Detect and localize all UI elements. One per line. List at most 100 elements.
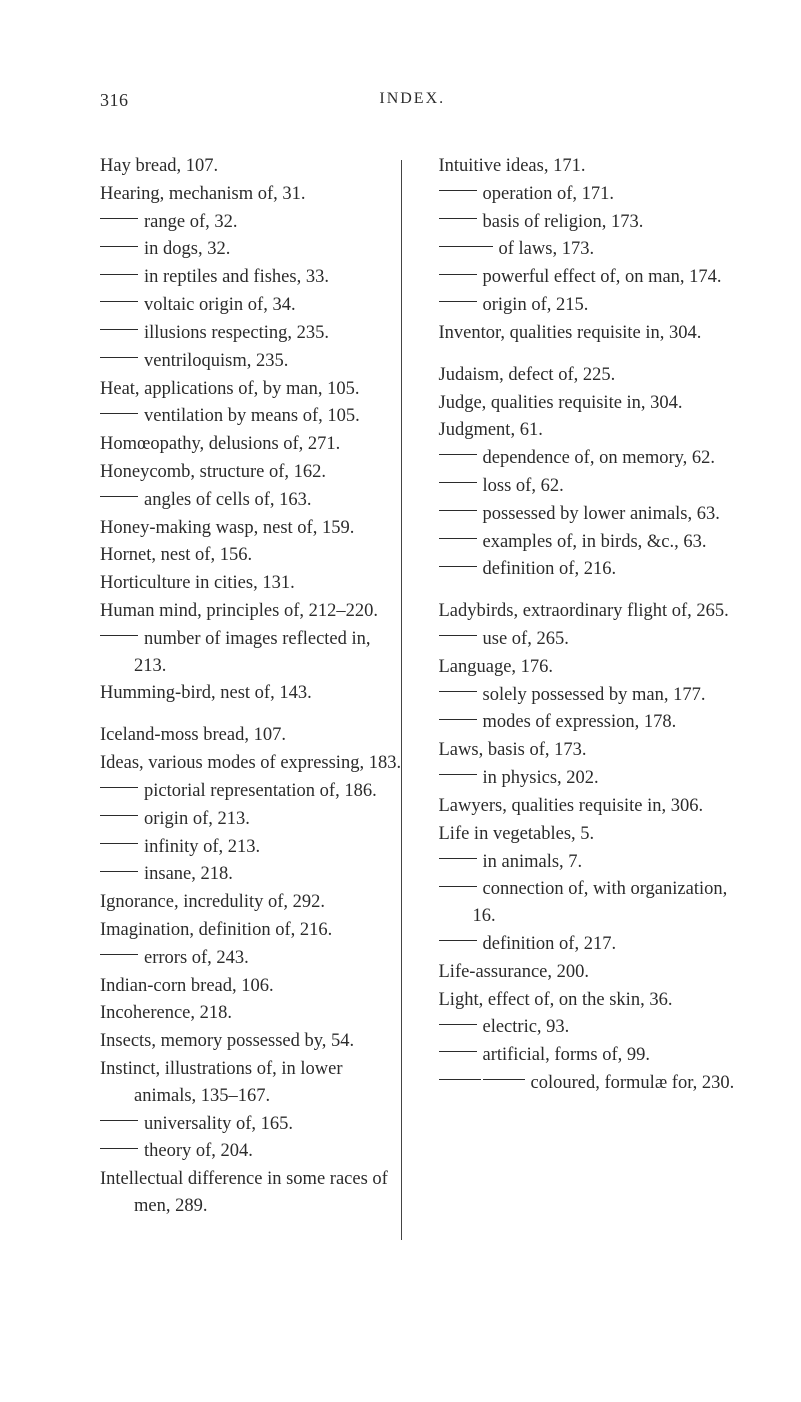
index-entry: Honeycomb, structure of, 162. bbox=[100, 459, 403, 486]
index-entry: basis of religion, 173. bbox=[439, 209, 742, 236]
em-dash-leader bbox=[439, 566, 477, 567]
em-dash-leader bbox=[439, 454, 477, 455]
index-entry: ventilation by means of, 105. bbox=[100, 403, 403, 430]
index-entry: loss of, 62. bbox=[439, 473, 742, 500]
index-entry: in dogs, 32. bbox=[100, 236, 403, 263]
index-entry: Incoherence, 218. bbox=[100, 1000, 403, 1027]
em-dash-leader bbox=[439, 510, 477, 511]
index-entry: Hornet, nest of, 156. bbox=[100, 542, 403, 569]
em-dash-leader bbox=[100, 301, 138, 302]
em-dash-leader bbox=[100, 274, 138, 275]
index-entry: modes of expression, 178. bbox=[439, 709, 742, 736]
entry-text: possessed by lower animals, 63. bbox=[483, 504, 720, 524]
entry-text: Insects, memory possessed by, 54. bbox=[100, 1031, 354, 1051]
index-entry: Judgment, 61. bbox=[439, 417, 742, 444]
index-entry: ventriloquism, 235. bbox=[100, 348, 403, 375]
entry-text: Human mind, principles of, 212–220. bbox=[100, 601, 378, 621]
index-entry: coloured, formulæ for, 230. bbox=[439, 1070, 742, 1097]
index-entry: number of images reflected in, 213. bbox=[100, 626, 403, 680]
entry-text: universality of, 165. bbox=[144, 1114, 293, 1134]
em-dash-leader bbox=[100, 218, 138, 219]
index-entry: Hay bread, 107. bbox=[100, 153, 403, 180]
entry-text: solely possessed by man, 177. bbox=[483, 685, 706, 705]
em-dash-leader bbox=[439, 1079, 481, 1080]
em-dash-leader bbox=[439, 635, 477, 636]
entry-text: Horticulture in cities, 131. bbox=[100, 573, 295, 593]
em-dash-leader bbox=[100, 843, 138, 844]
index-entry: electric, 93. bbox=[439, 1014, 742, 1041]
index-entry: universality of, 165. bbox=[100, 1111, 403, 1138]
entry-text: Life in vegetables, 5. bbox=[439, 824, 595, 844]
index-entry: Laws, basis of, 173. bbox=[439, 737, 742, 764]
em-dash-leader bbox=[483, 1079, 525, 1080]
index-entry: angles of cells of, 163. bbox=[100, 487, 403, 514]
index-entry: definition of, 216. bbox=[439, 556, 742, 583]
entry-text: angles of cells of, 163. bbox=[144, 490, 312, 510]
entry-text: Judgment, 61. bbox=[439, 420, 543, 440]
entry-text: in animals, 7. bbox=[483, 852, 583, 872]
entry-text: pictorial representation of, 186. bbox=[144, 781, 377, 801]
entry-text: Life-assurance, 200. bbox=[439, 962, 590, 982]
entry-text: Honey-making wasp, nest of, 159. bbox=[100, 518, 354, 538]
index-entry: Intuitive ideas, 171. bbox=[439, 153, 742, 180]
em-dash-leader bbox=[100, 329, 138, 330]
entry-text: Intellectual difference in some races of… bbox=[100, 1169, 388, 1216]
index-entry: Humming-bird, nest of, 143. bbox=[100, 680, 403, 707]
entry-text: Imagination, definition of, 216. bbox=[100, 920, 332, 940]
index-entry: Judge, qualities requisite in, 304. bbox=[439, 390, 742, 417]
left-column: Hay bread, 107.Hearing, mechanism of, 31… bbox=[100, 153, 421, 1221]
running-head: INDEX. bbox=[379, 90, 445, 111]
entry-text: examples of, in birds, &c., 63. bbox=[483, 532, 707, 552]
entry-text: insane, 218. bbox=[144, 864, 233, 884]
index-entry: infinity of, 213. bbox=[100, 834, 403, 861]
entry-text: electric, 93. bbox=[483, 1017, 570, 1037]
index-entry: range of, 32. bbox=[100, 209, 403, 236]
entry-text: Incoherence, 218. bbox=[100, 1003, 232, 1023]
index-entry: Ideas, various modes of expressing, 183. bbox=[100, 750, 403, 777]
index-entry: Life in vegetables, 5. bbox=[439, 821, 742, 848]
index-entry: Horticulture in cities, 131. bbox=[100, 570, 403, 597]
index-entry: Insects, memory possessed by, 54. bbox=[100, 1028, 403, 1055]
entry-text: connection of, with organization, 16. bbox=[473, 879, 728, 926]
index-entry: Homœopathy, delusions of, 271. bbox=[100, 431, 403, 458]
entry-text: errors of, 243. bbox=[144, 948, 249, 968]
entry-text: origin of, 215. bbox=[483, 295, 589, 315]
entry-text: Heat, applications of, by man, 105. bbox=[100, 379, 359, 399]
index-entry: in animals, 7. bbox=[439, 849, 742, 876]
em-dash-leader bbox=[100, 954, 138, 955]
page-number: 316 bbox=[100, 90, 129, 111]
entry-text: loss of, 62. bbox=[483, 476, 564, 496]
index-entry: Hearing, mechanism of, 31. bbox=[100, 181, 403, 208]
index-entry: Language, 176. bbox=[439, 654, 742, 681]
entry-text: definition of, 217. bbox=[483, 934, 617, 954]
entry-text: Ignorance, incredulity of, 292. bbox=[100, 892, 325, 912]
entry-text: Honeycomb, structure of, 162. bbox=[100, 462, 326, 482]
header-spacer bbox=[696, 90, 701, 111]
entry-text: definition of, 216. bbox=[483, 559, 617, 579]
entry-text: use of, 265. bbox=[483, 629, 569, 649]
em-dash-leader bbox=[439, 1051, 477, 1052]
index-entry: possessed by lower animals, 63. bbox=[439, 501, 742, 528]
entry-text: in dogs, 32. bbox=[144, 239, 230, 259]
index-entry: examples of, in birds, &c., 63. bbox=[439, 529, 742, 556]
entry-text: infinity of, 213. bbox=[144, 837, 260, 857]
entry-text: range of, 32. bbox=[144, 212, 238, 232]
em-dash-leader bbox=[100, 815, 138, 816]
em-dash-leader bbox=[100, 357, 138, 358]
index-entry: voltaic origin of, 34. bbox=[100, 292, 403, 319]
index-entry: in physics, 202. bbox=[439, 765, 742, 792]
em-dash-leader bbox=[100, 413, 138, 414]
index-entry: connection of, with organization, 16. bbox=[439, 876, 742, 930]
index-entry: errors of, 243. bbox=[100, 945, 403, 972]
index-entry: operation of, 171. bbox=[439, 181, 742, 208]
index-entry: insane, 218. bbox=[100, 861, 403, 888]
paragraph-gap bbox=[439, 584, 742, 598]
entry-text: number of images reflected in, 213. bbox=[134, 629, 371, 676]
entry-text: of laws, 173. bbox=[499, 239, 595, 259]
index-entry: in reptiles and fishes, 33. bbox=[100, 264, 403, 291]
entry-text: operation of, 171. bbox=[483, 184, 615, 204]
entry-text: Humming-bird, nest of, 143. bbox=[100, 683, 312, 703]
index-entry: Lawyers, qualities requisite in, 306. bbox=[439, 793, 742, 820]
index-entry: Heat, applications of, by man, 105. bbox=[100, 376, 403, 403]
index-entry: solely possessed by man, 177. bbox=[439, 682, 742, 709]
